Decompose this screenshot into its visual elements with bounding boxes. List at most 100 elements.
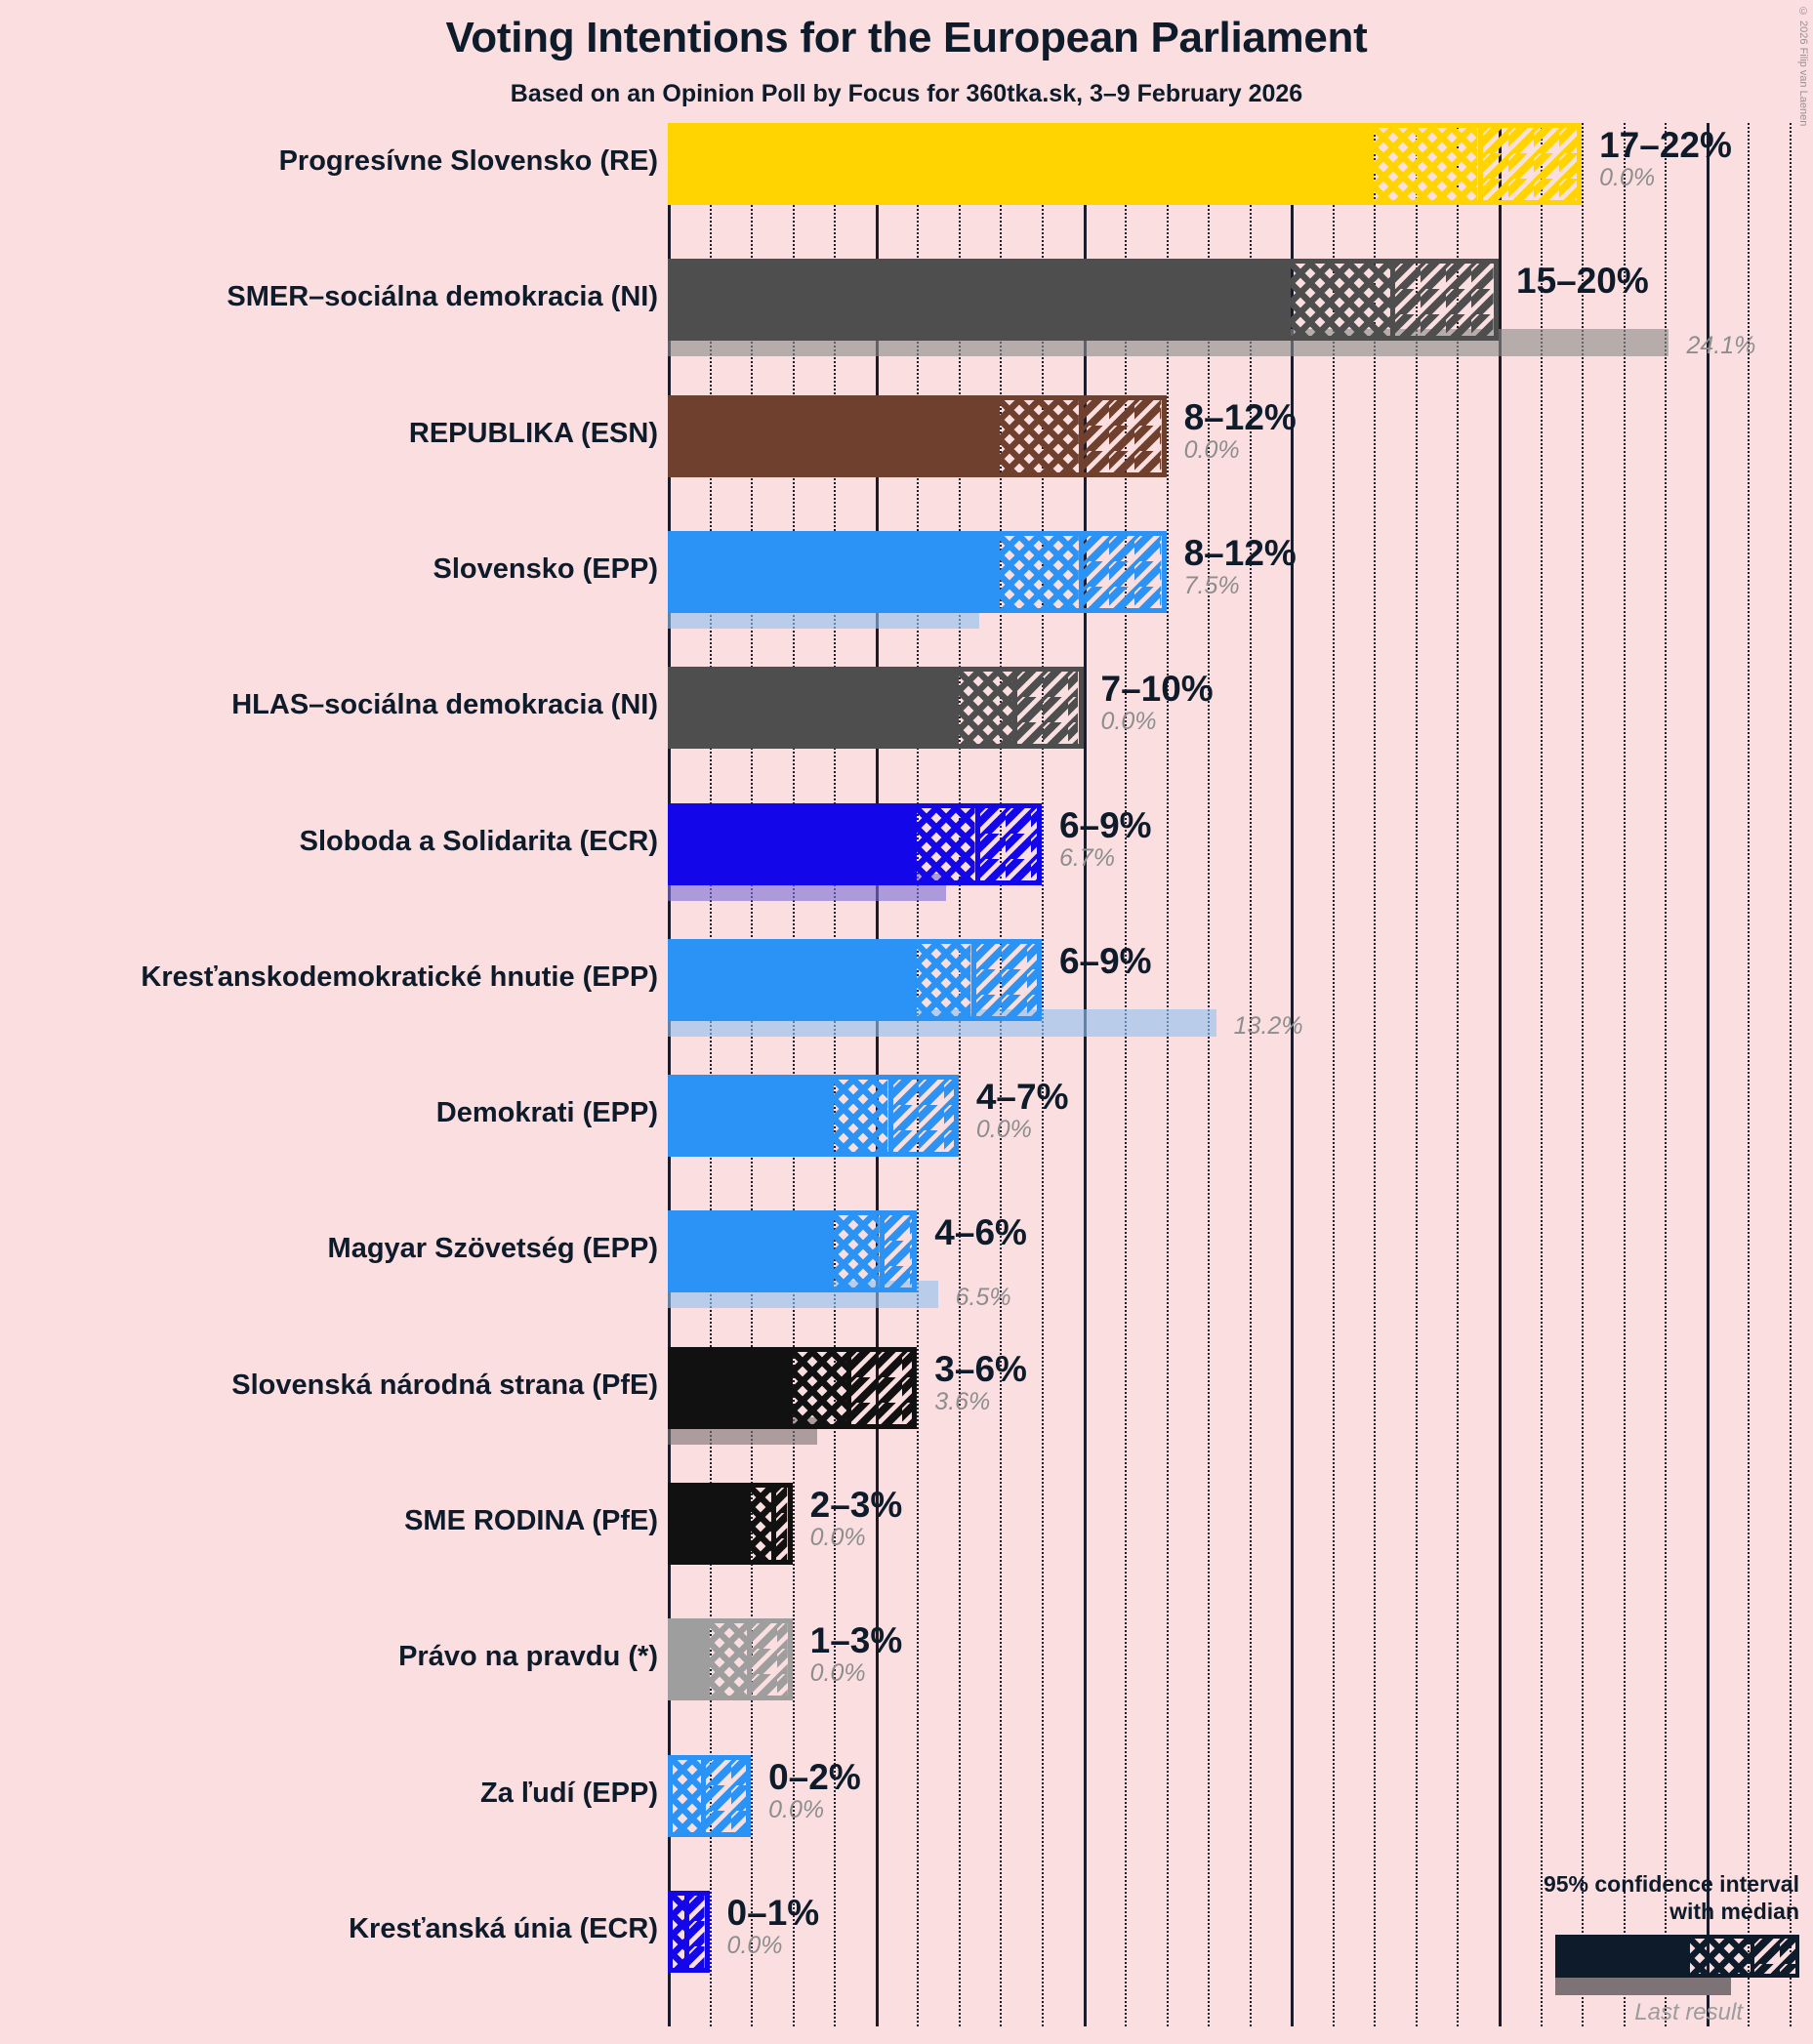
bar-row: Slovenská národná strana (PfE) 3–6% 3.6% (231, 1346, 1813, 1483)
ci-upper-diagonal-segment (706, 1759, 747, 1832)
gridline-minor (1332, 123, 1335, 2026)
ci-solid-segment (673, 1080, 835, 1153)
median-marker (887, 1080, 893, 1153)
ci-upper-diagonal-segment (1482, 128, 1578, 200)
median-marker (771, 1488, 777, 1560)
chart-legend: 95% confidence interval with median Last… (1477, 1870, 1799, 2026)
ci-range-label: 0–2% (768, 1756, 861, 1797)
last-result-label: 13.2% (1233, 1011, 1303, 1040)
ci-solid-segment (673, 807, 918, 880)
confidence-interval-bar (668, 1890, 710, 1973)
last-result-label: 7.5% (1183, 571, 1240, 599)
party-label: Magyar Szövetség (EPP) (327, 1233, 658, 1265)
last-result-label: 0.0% (975, 1116, 1032, 1144)
median-marker (1390, 264, 1396, 337)
party-label: Demokrati (EPP) (435, 1097, 658, 1129)
ci-solid-segment (673, 264, 1292, 337)
party-label: Sloboda a Solidarita (ECR) (299, 825, 658, 857)
bar-row: Magyar Szövetség (EPP) 6.5% 4–6% (328, 1210, 1813, 1346)
ci-upper-diagonal-segment (850, 1351, 913, 1424)
median-marker (1012, 672, 1018, 745)
ci-median-crosshatch-segment (917, 807, 975, 880)
party-label: SME RODINA (PfE) (404, 1505, 658, 1536)
bar-row: Kresťanskodemokratické hnutie (EPP) 13.2%… (141, 938, 1813, 1075)
party-label: HLAS–sociálna demokracia (NI) (231, 689, 658, 721)
last-result-label: 0.0% (1100, 708, 1157, 736)
gridline-major (668, 123, 671, 2026)
value-label-group: 0–1% 0.0% (727, 1895, 820, 1960)
ci-median-crosshatch-segment (958, 672, 1013, 745)
confidence-interval-bar (668, 1346, 918, 1429)
median-marker (1477, 128, 1483, 200)
ci-upper-diagonal-segment (885, 1215, 913, 1288)
bar-row: Progresívne Slovensko (RE) 17–22% 0.0% (279, 123, 1813, 259)
last-result-label: 0.0% (768, 1795, 825, 1823)
last-result-label: 0.0% (726, 1931, 783, 1959)
ci-solid-segment (673, 1488, 752, 1560)
legend-median-marker (1751, 1939, 1754, 1974)
confidence-interval-bar (668, 938, 1042, 1021)
page-subtitle: Based on an Opinion Poll by Focus for 36… (510, 80, 1303, 107)
ci-median-crosshatch-segment (1000, 399, 1080, 472)
last-result-label: 3.6% (934, 1387, 991, 1415)
ci-upper-diagonal-segment (776, 1488, 788, 1560)
value-label-group: 4–7% 0.0% (976, 1079, 1069, 1144)
party-label: Kresťanskodemokratické hnutie (EPP) (141, 961, 658, 993)
page-title: Voting Intentions for the European Parli… (445, 14, 1368, 61)
median-marker (845, 1351, 851, 1424)
ci-solid-segment (673, 672, 959, 745)
legend-crosshatch-segment (1690, 1939, 1751, 1974)
bar-row: REPUBLIKA (ESN) 8–12% 0.0% (409, 394, 1813, 531)
bar-row: HLAS–sociálna demokracia (NI) 7–10% 0.0% (231, 667, 1813, 802)
gridline-major (1291, 123, 1295, 2026)
value-label-group: 6–9% 6.7% (1059, 807, 1152, 873)
confidence-interval-bar (668, 1075, 959, 1158)
ci-solid-segment (673, 535, 1001, 608)
value-label-group: 1–3% 0.0% (810, 1622, 903, 1688)
ci-range-label: 2–3% (809, 1485, 903, 1525)
ci-median-crosshatch-segment (1374, 128, 1478, 200)
gridline-minor (1166, 123, 1169, 2026)
ci-median-crosshatch-segment (709, 1623, 747, 1697)
median-marker (974, 807, 980, 880)
ci-upper-diagonal-segment (1084, 535, 1162, 608)
bar-row: Kresťanská únia (ECR) 0–1% 0.0% (349, 1890, 1813, 2026)
gridline-minor (1665, 123, 1668, 2026)
bar-row: SMER–sociálna demokracia (NI) 24.1% 15–20% (227, 259, 1813, 394)
value-label-group: 15–20% (1516, 263, 1649, 299)
last-result-label: 24.1% (1686, 332, 1756, 360)
ci-range-label: 8–12% (1183, 396, 1297, 437)
value-label-group: 7–10% 0.0% (1101, 671, 1214, 736)
gridline-minor (709, 123, 712, 2026)
bar-row: Demokrati (EPP) 4–7% 0.0% (436, 1075, 1813, 1210)
ci-upper-diagonal-segment (1084, 399, 1162, 472)
gridline-major (875, 123, 879, 2026)
ci-upper-diagonal-segment (1017, 672, 1079, 745)
last-result-label: 6.7% (1058, 843, 1115, 872)
value-label-group: 8–12% 7.5% (1184, 535, 1297, 600)
ci-upper-diagonal-segment (1395, 264, 1494, 337)
last-result-label: 0.0% (809, 1659, 866, 1688)
median-marker (880, 1215, 885, 1288)
ci-upper-diagonal-segment (975, 943, 1037, 1016)
legend-diagonal-segment (1754, 1939, 1795, 1974)
value-label-group: 4–6% (934, 1214, 1027, 1250)
ci-median-crosshatch-segment (834, 1080, 888, 1153)
ci-solid-segment (673, 943, 918, 1016)
gridline-minor (1582, 123, 1585, 2026)
median-marker (1079, 535, 1085, 608)
gridline-minor (917, 123, 920, 2026)
confidence-interval-bar (668, 394, 1167, 477)
value-label-group: 6–9% (1059, 943, 1152, 979)
value-label-group: 3–6% 3.6% (934, 1351, 1027, 1416)
bar-row: SME RODINA (PfE) 2–3% 0.0% (404, 1483, 1813, 1618)
confidence-interval-bar (668, 1618, 793, 1701)
ci-range-label: 1–3% (809, 1620, 903, 1661)
gridline-minor (1748, 123, 1751, 2026)
ci-solid-segment (673, 399, 1001, 472)
median-marker (970, 943, 976, 1016)
party-label: Za ľudí (EPP) (480, 1777, 658, 1809)
bar-row: Sloboda a Solidarita (ECR) 6–9% 6.7% (300, 802, 1813, 939)
gridline-minor (1374, 123, 1377, 2026)
